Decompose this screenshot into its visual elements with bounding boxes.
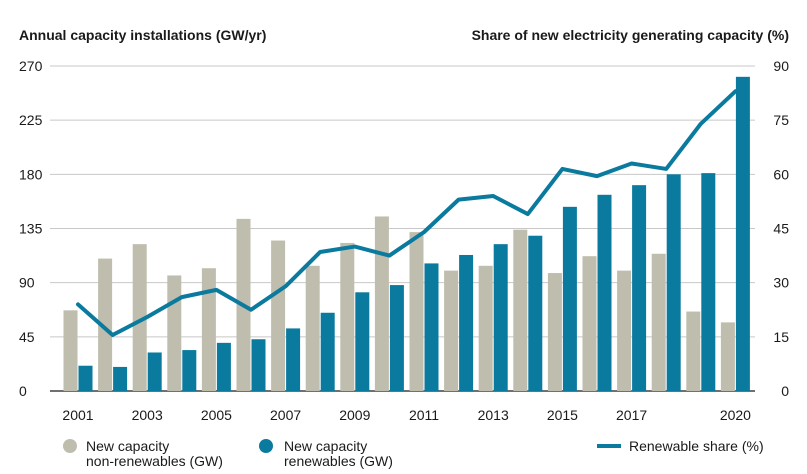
bar-renewables — [424, 263, 439, 391]
bar-renewables — [182, 350, 197, 391]
bar-nonrenewables — [374, 216, 389, 391]
bar-renewables — [147, 352, 162, 391]
bar-nonrenewables — [63, 310, 78, 391]
left-tick-label: 45 — [19, 329, 35, 345]
bar-nonrenewables — [617, 270, 632, 391]
bar-nonrenewables — [582, 256, 597, 391]
legend-renewables-label-2: renewables (GW) — [284, 453, 393, 469]
legend-renewables-swatch — [259, 439, 273, 453]
bar-renewables — [251, 339, 266, 391]
legend-share-label: Renewable share (%) — [629, 438, 764, 454]
legend: New capacity non-renewables (GW) New cap… — [63, 438, 764, 469]
bar-renewables — [632, 185, 647, 391]
renewable-share-line — [76, 89, 738, 338]
bar-renewables — [735, 76, 750, 391]
bar-renewables — [528, 235, 543, 391]
right-tick-label: 30 — [773, 275, 789, 291]
bar-renewables — [701, 173, 716, 391]
bar-nonrenewables — [271, 240, 286, 391]
bar-nonrenewables — [651, 253, 666, 391]
left-axis-title: Annual capacity installations (GW/yr) — [19, 27, 266, 43]
right-tick-label: 90 — [773, 58, 789, 74]
bar-renewables — [493, 244, 508, 391]
x-tick-label: 2020 — [720, 407, 751, 423]
bar-nonrenewables — [167, 275, 182, 391]
bar-nonrenewables — [340, 242, 355, 391]
bar-renewables — [113, 366, 128, 391]
left-tick-label: 225 — [19, 112, 43, 128]
bar-nonrenewables — [444, 270, 459, 391]
bar-nonrenewables — [409, 232, 424, 391]
x-tick-label: 2007 — [270, 407, 301, 423]
right-tick-label: 45 — [773, 221, 789, 237]
right-tick-label: 0 — [781, 383, 789, 399]
bar-renewables — [216, 342, 231, 391]
right-tick-label: 60 — [773, 166, 789, 182]
legend-renewables-label-1: New capacity — [284, 438, 367, 454]
x-tick-label: 2011 — [409, 407, 439, 423]
bar-renewables — [320, 312, 335, 391]
bar-renewables — [562, 206, 577, 391]
bar-nonrenewables — [305, 265, 320, 391]
x-tick-label: 2013 — [478, 407, 509, 423]
left-tick-label: 270 — [19, 58, 43, 74]
x-tick-label: 2015 — [547, 407, 578, 423]
left-tick-label: 180 — [19, 166, 43, 182]
bar-renewables — [286, 328, 301, 391]
bar-renewables — [78, 365, 93, 391]
x-tick-label: 2003 — [132, 407, 163, 423]
bar-renewables — [389, 285, 404, 391]
x-tick-label: 2017 — [616, 407, 647, 423]
left-tick-label: 0 — [19, 383, 27, 399]
bar-renewables — [666, 174, 681, 391]
bar-nonrenewables — [547, 273, 562, 391]
bar-renewables — [355, 292, 370, 391]
bar-nonrenewables — [513, 229, 528, 391]
bar-nonrenewables — [132, 244, 147, 391]
x-tick-label: 2009 — [339, 407, 370, 423]
legend-nonrenewables-label-1: New capacity — [86, 438, 169, 454]
left-tick-label: 135 — [19, 221, 43, 237]
bar-nonrenewables — [98, 258, 113, 391]
right-tick-label: 15 — [773, 329, 789, 345]
bar-nonrenewables — [201, 268, 216, 391]
bar-nonrenewables — [686, 311, 701, 391]
bar-nonrenewables — [478, 265, 493, 391]
right-tick-label: 75 — [773, 112, 789, 128]
bar-nonrenewables — [720, 322, 735, 391]
right-axis-title: Share of new electricity generating capa… — [472, 27, 789, 43]
bar-renewables — [597, 194, 612, 391]
bar-renewables — [459, 254, 474, 391]
x-tick-label: 2005 — [201, 407, 232, 423]
left-tick-label: 90 — [19, 275, 35, 291]
legend-nonrenewables-swatch — [63, 439, 77, 453]
x-tick-label: 2001 — [62, 407, 93, 423]
legend-nonrenewables-label-2: non-renewables (GW) — [86, 453, 223, 469]
